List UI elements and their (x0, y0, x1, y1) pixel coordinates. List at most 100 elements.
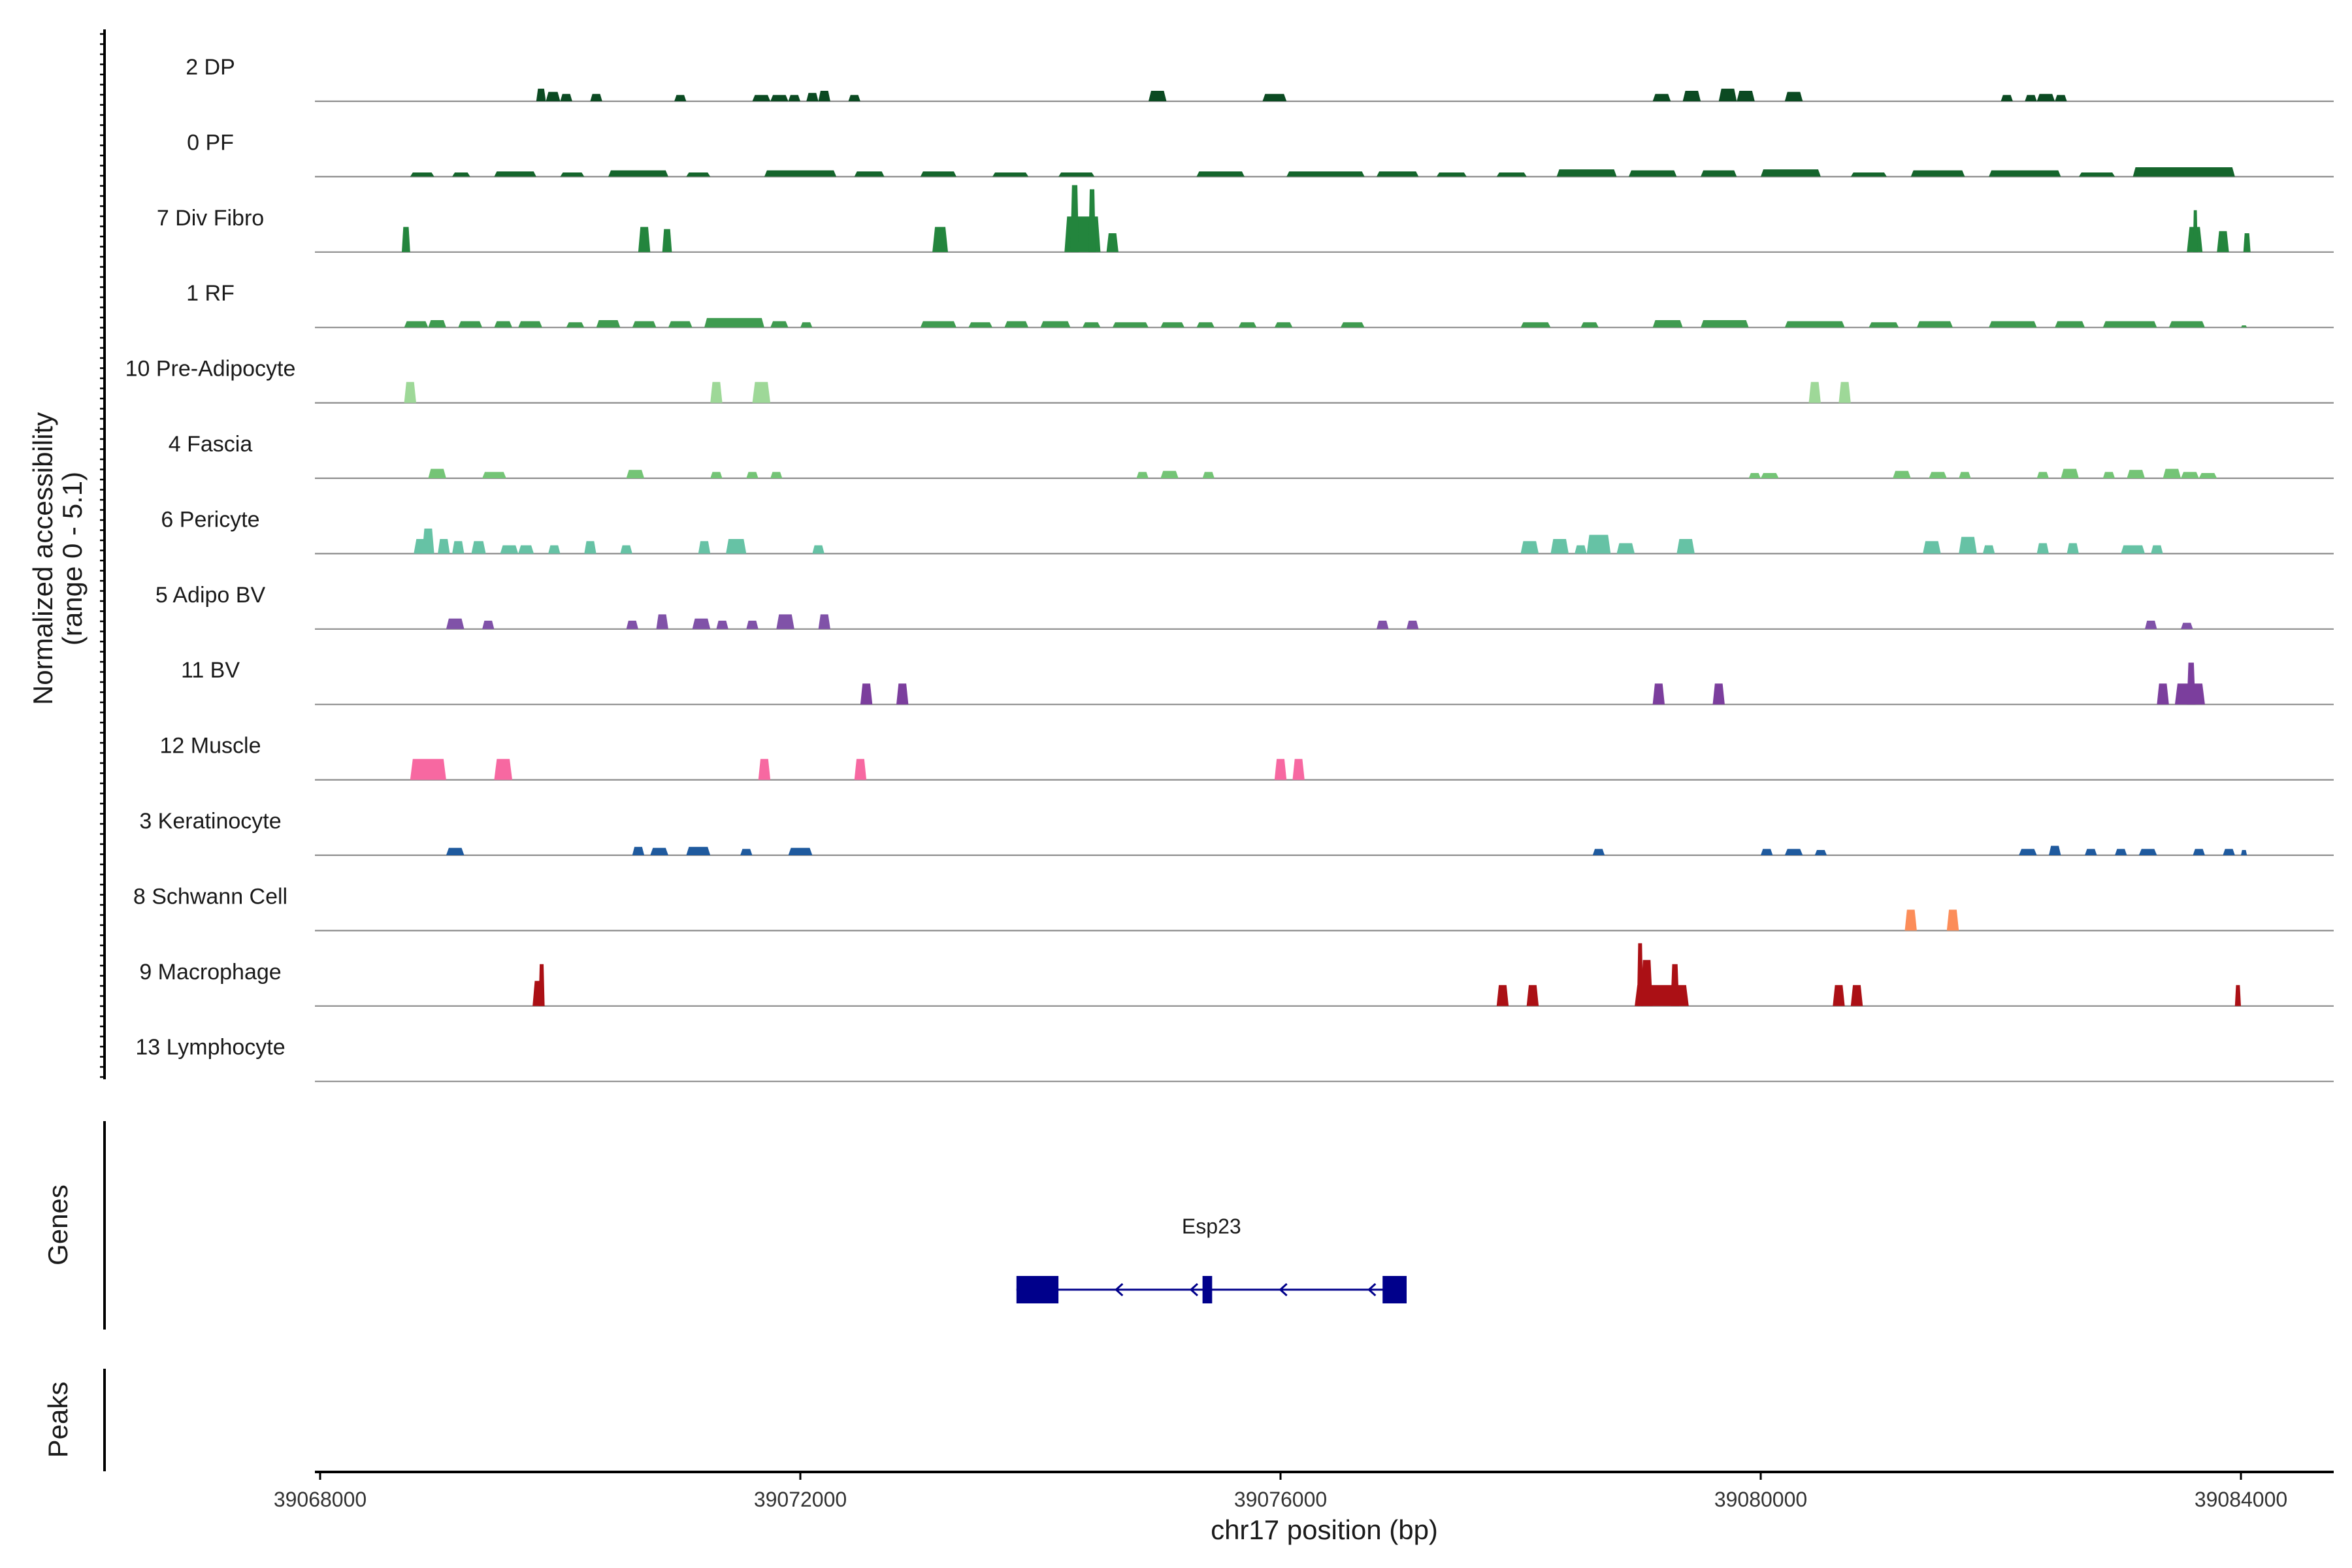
coverage-peak (500, 545, 519, 554)
gene-exon (1202, 1276, 1213, 1303)
coverage-peak (626, 470, 645, 478)
track-label: 5 Adipo BV (155, 583, 266, 608)
coverage-peak (2138, 849, 2157, 855)
coverage-peak (770, 472, 783, 478)
coverage-peak (1274, 759, 1287, 780)
coverage-peak (2193, 849, 2205, 855)
coverage-peak (812, 545, 825, 554)
coverage-peak (1628, 170, 1677, 177)
coverage-peak (2055, 95, 2067, 101)
coverage-peak (686, 172, 711, 177)
coverage-peak (2036, 543, 2049, 554)
coverage-peak (1701, 320, 1749, 328)
coverage-peak (632, 847, 645, 855)
coverage-peak (1784, 321, 1845, 328)
coverage-peak (1377, 621, 1389, 629)
coverage-peak (668, 321, 693, 328)
coverage-peak (1652, 320, 1683, 328)
coverage-peak (410, 759, 446, 780)
coverage-peak (2234, 985, 2241, 1006)
coverage-peak (2193, 210, 2198, 252)
coverage-peak (2025, 95, 2037, 101)
coverage-peak (1136, 472, 1149, 478)
strand-arrow (1279, 1282, 1288, 1297)
coverage-peak (1520, 322, 1551, 328)
coverage-peak (692, 618, 711, 629)
coverage-peak (806, 93, 819, 101)
gene-name-label: Esp23 (1182, 1215, 1241, 1238)
coverage-peak (494, 321, 512, 328)
coverage-peak (1520, 541, 1539, 554)
coverage-peak (1550, 539, 1569, 554)
coverage-peak (1910, 170, 1965, 177)
coverage-peak (1496, 985, 1509, 1006)
track-10-pre-adipocyte: 10 Pre-Adipocyte (125, 357, 2334, 404)
coverage-peak (860, 683, 873, 705)
coverage-peak (518, 545, 534, 554)
track-label: 9 Macrophage (139, 960, 281, 985)
track-label: 4 Fascia (169, 432, 253, 457)
coverage-peak (518, 321, 542, 328)
coverage-peak (620, 545, 632, 554)
coverage-peak (596, 320, 621, 328)
track-label: 13 Lymphocyte (135, 1035, 285, 1060)
coverage-peak (1748, 473, 1761, 478)
coverage-peak (2241, 850, 2247, 855)
coverage-peak (1088, 189, 1096, 252)
track-0-pf: 0 PF (187, 130, 2334, 178)
coverage-peak (1196, 171, 1245, 177)
coverage-peak (1784, 91, 1803, 101)
coverage-peak (1377, 171, 1419, 177)
coverage-peak (2102, 321, 2157, 328)
coverage-peak (710, 382, 723, 403)
coverage-peak (1718, 88, 1737, 101)
coverage-peak (2217, 231, 2229, 252)
coverage-peak (704, 318, 764, 328)
track-label: 1 RF (186, 281, 235, 306)
genes-label: Genes (42, 1184, 73, 1266)
coverage-peak (788, 95, 800, 101)
coverage-peak (1148, 91, 1167, 101)
coverage-peak (2036, 93, 2055, 101)
coverage-peak (2127, 470, 2145, 478)
coverage-peak (1196, 322, 1215, 328)
coverage-peak (1833, 985, 1845, 1006)
track-6-pericyte: 6 Pericyte (161, 507, 2334, 555)
coverage-peak (1292, 759, 1305, 780)
coverage-tracks: 2 DP 0 PF 7 Div Fibro 1 RF 10 Pre-Adipocyte 4… (125, 55, 2334, 1083)
coverage-peak (446, 847, 465, 855)
coverage-peak (482, 472, 506, 478)
y-axis-title-range: (range 0 - 5.1) (57, 472, 88, 645)
coverage-peak (1989, 170, 2061, 177)
x-tick-label: 39076000 (1234, 1488, 1327, 1511)
coverage-peak (920, 171, 956, 177)
track-label: 7 Div Fibro (157, 206, 264, 231)
coverage-peak (1682, 91, 1701, 101)
coverage-peak (2085, 849, 2097, 855)
coverage-peak (716, 621, 728, 629)
coverage-peak (560, 93, 572, 101)
track-label: 8 Schwann Cell (133, 884, 287, 909)
coverage-peak (2061, 468, 2079, 478)
coverage-peak (1959, 536, 1977, 554)
coverage-peak (1923, 541, 1941, 554)
coverage-peak (1916, 321, 1953, 328)
coverage-peak (662, 229, 672, 252)
track-label: 10 Pre-Adipocyte (125, 357, 296, 382)
coverage-peak (776, 614, 794, 629)
coverage-peak (2198, 473, 2217, 478)
coverage-peak (590, 93, 602, 101)
track-8-schwann-cell: 8 Schwann Cell (133, 884, 2334, 932)
coverage-peak (746, 621, 759, 629)
coverage-peak (1202, 472, 1215, 478)
coverage-peak (740, 849, 753, 855)
coverage-peak (1982, 545, 1995, 554)
coverage-peak (538, 964, 545, 1006)
track-label: 12 Muscle (160, 734, 261, 759)
coverage-peak (1737, 91, 1755, 101)
coverage-peak (2055, 321, 2085, 328)
coverage-peak (1893, 470, 1911, 478)
coverage-peak (2121, 545, 2145, 554)
track-3-keratinocyte: 3 Keratinocyte (139, 809, 2334, 857)
